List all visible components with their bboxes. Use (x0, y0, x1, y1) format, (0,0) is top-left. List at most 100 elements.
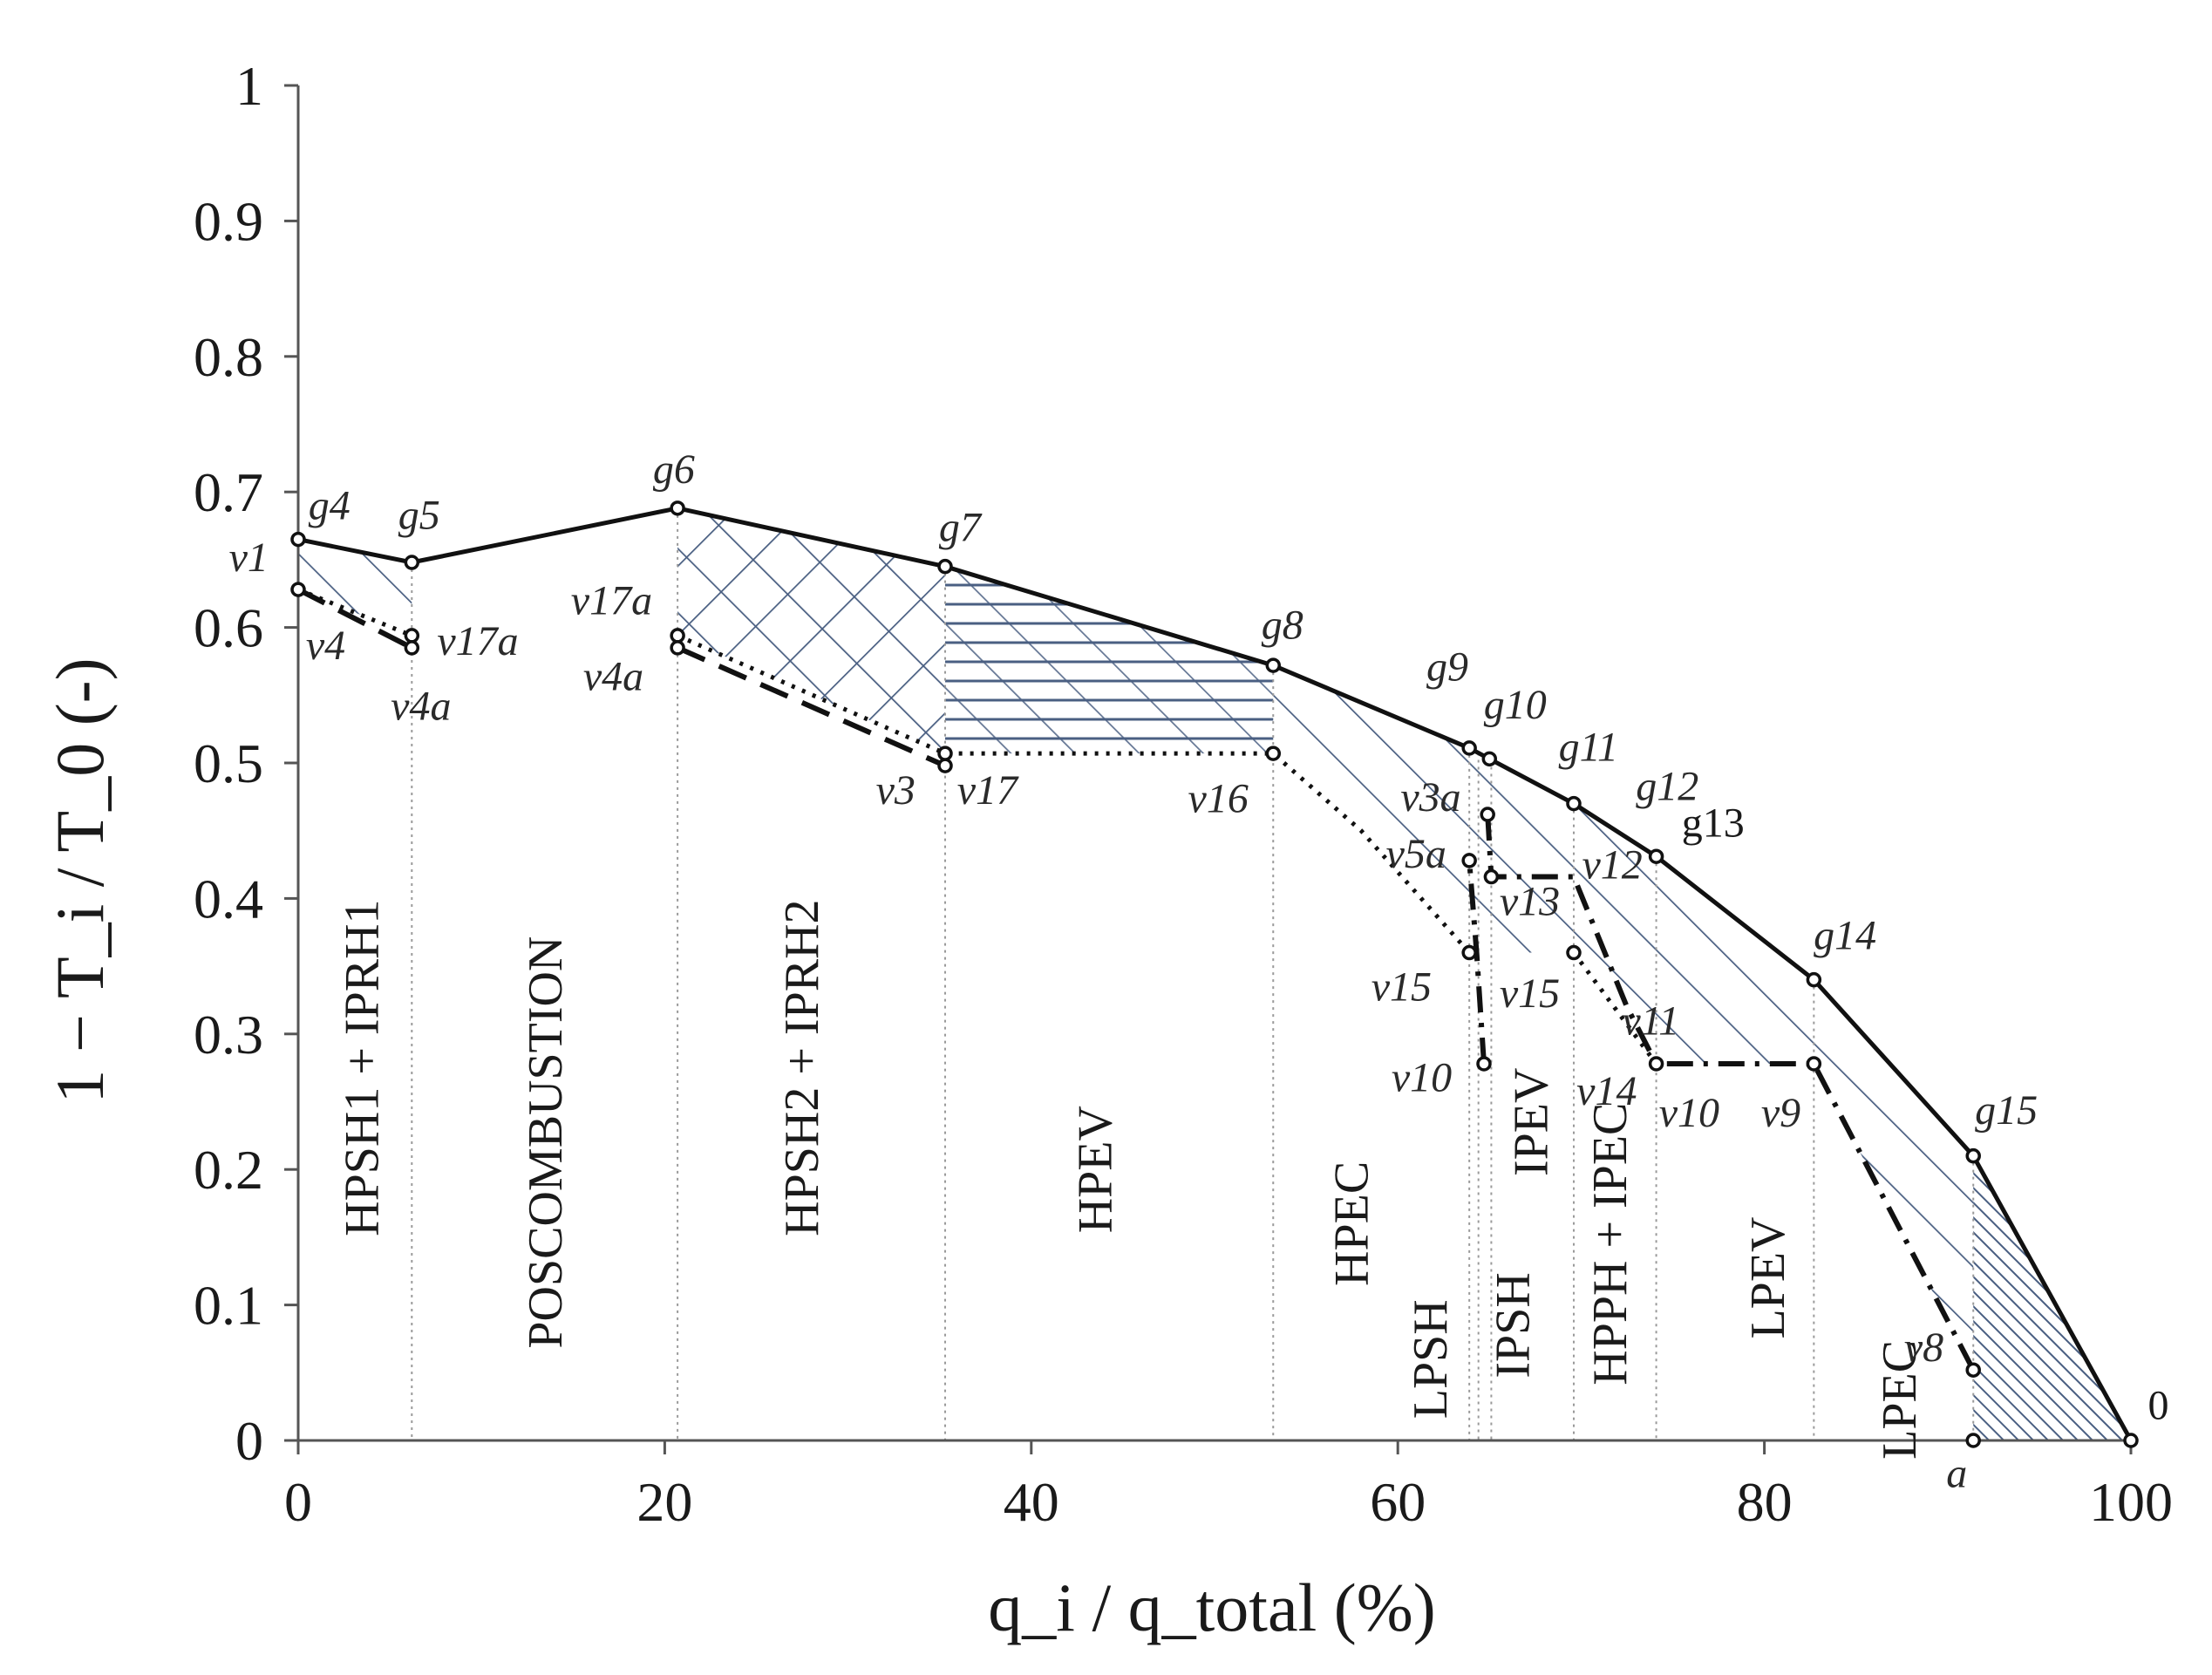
markers-layer (290, 500, 2139, 1448)
point-label: v4 (306, 623, 345, 669)
state-point-marker (1965, 1433, 1981, 1448)
point-label: v9 (1761, 1090, 1800, 1136)
y-tick-label: 0.9 (194, 190, 263, 252)
point-label: v4a (583, 654, 643, 700)
state-point-marker (290, 582, 306, 597)
point-label: v15 (1371, 963, 1432, 1010)
point-label: v1 (229, 535, 269, 581)
point-label: g6 (653, 446, 695, 493)
series-layer (296, 506, 2134, 1442)
point-label: v3a (1400, 774, 1460, 820)
state-point-marker (937, 758, 953, 773)
state-point-marker (2123, 1433, 2139, 1448)
point-label: a (1946, 1450, 1967, 1496)
point-label: v15 (1500, 970, 1560, 1017)
y-tick-label: 0 (235, 1410, 263, 1472)
point-label: v4a (391, 684, 451, 730)
point-label: v10 (1392, 1055, 1452, 1101)
point-label: g13 (1682, 800, 1745, 846)
state-point-marker (1566, 795, 1582, 812)
point-label: g10 (1484, 682, 1547, 728)
state-point-marker (1648, 848, 1664, 864)
point-label: v13 (1500, 879, 1560, 925)
y-tick-label: 0.2 (194, 1139, 263, 1201)
zone-label: HPEV (1068, 1106, 1122, 1233)
x-tick-label: 60 (1370, 1471, 1426, 1533)
zone-label: LPEC (1873, 1340, 1927, 1460)
x-axis-title: q_i / q_total (%) (988, 1569, 1435, 1645)
state-point-marker (1965, 1362, 1981, 1378)
y-axis-title: 1 − T_i / T_0 (-) (42, 657, 118, 1103)
state-point-marker (404, 555, 420, 570)
point-label: g11 (1559, 724, 1618, 770)
state-point-marker (1265, 657, 1282, 673)
point-label: v3 (876, 767, 915, 814)
x-tick-label: 20 (636, 1471, 692, 1533)
y-tick-label: 0.8 (194, 326, 263, 388)
state-point-marker (1476, 1056, 1492, 1072)
state-point-marker (1806, 971, 1822, 988)
series-line-hp-dotted (677, 633, 1472, 955)
state-point-marker (937, 746, 953, 761)
y-tick-label: 0.3 (194, 1004, 263, 1066)
y-tick-label: 0.6 (194, 597, 263, 659)
zone-label: POSCOMBUSTION (519, 936, 573, 1349)
zone-label: HPPH + IPEC (1583, 1103, 1637, 1386)
point-label: g9 (1426, 644, 1468, 691)
state-point-marker (1566, 944, 1582, 961)
point-label: 0 (2148, 1383, 2169, 1429)
state-point-marker (404, 628, 420, 643)
point-label: v17a (437, 618, 518, 664)
zone-label: IPSH (1487, 1272, 1541, 1378)
state-point-marker (1461, 853, 1477, 868)
zone-label: HPEC (1325, 1161, 1379, 1286)
x-tick-label: 40 (1004, 1471, 1059, 1533)
point-label: v12 (1582, 842, 1642, 889)
series-line-hp-dashed (296, 587, 413, 650)
y-tick-label: 0.5 (194, 732, 263, 794)
point-label: v16 (1188, 775, 1249, 821)
y-tick-label: 0.1 (194, 1275, 263, 1337)
zone-label: HPSH1 + IPRH1 (336, 899, 390, 1236)
series-line-hp-dashed (676, 645, 947, 768)
hatch-region-hpsh1 (298, 539, 412, 636)
x-tick-label: 100 (2089, 1471, 2173, 1533)
state-point-marker (1483, 868, 1500, 885)
series-line-hp-dotted (1571, 951, 1658, 1066)
x-tick-label: 80 (1737, 1471, 1793, 1533)
state-point-marker (1461, 944, 1477, 961)
point-label: v10 (1659, 1090, 1719, 1136)
state-point-marker (1265, 746, 1282, 761)
zone-label: HPSH2 + IPRH2 (775, 899, 829, 1236)
state-point-marker (1461, 740, 1477, 756)
zone-label: LPSH (1404, 1299, 1458, 1419)
state-point-marker (937, 558, 953, 575)
axes: 0 0.1 0.2 0.3 0.4 0.5 0.6 0.7 0.8 0.9 1 0 20 40 60 80 10… (194, 55, 2173, 1533)
state-point-marker (670, 628, 685, 643)
series-line-gas (297, 506, 2134, 1442)
zone-labels: HPSH1 + IPRH1 POSCOMBUSTION HPSH2 + IPRH2 H… (336, 899, 1928, 1459)
state-point-marker (1648, 1056, 1664, 1072)
state-point-marker (670, 500, 685, 516)
point-label: v11 (1622, 998, 1679, 1044)
point-label: v5a (1386, 831, 1446, 877)
point-label: g12 (1636, 763, 1698, 809)
y-tick-label: 0.4 (194, 868, 263, 929)
series-line-hp-dotted (297, 587, 413, 638)
state-point-marker (290, 531, 306, 548)
state-point-marker (1806, 1056, 1822, 1072)
point-label: g7 (939, 505, 983, 551)
state-point-marker (404, 640, 420, 656)
point-label: v17a (571, 578, 652, 624)
hatch-region-hpev-b (945, 566, 1274, 754)
state-point-marker (1965, 1147, 1981, 1164)
state-point-marker (670, 640, 685, 656)
point-label: g15 (1975, 1087, 2038, 1134)
point-label: v17 (957, 767, 1019, 814)
point-label: g5 (398, 493, 440, 539)
y-tick-label: 0.7 (194, 461, 263, 523)
hatch-region-hpsh2-b (677, 507, 946, 754)
